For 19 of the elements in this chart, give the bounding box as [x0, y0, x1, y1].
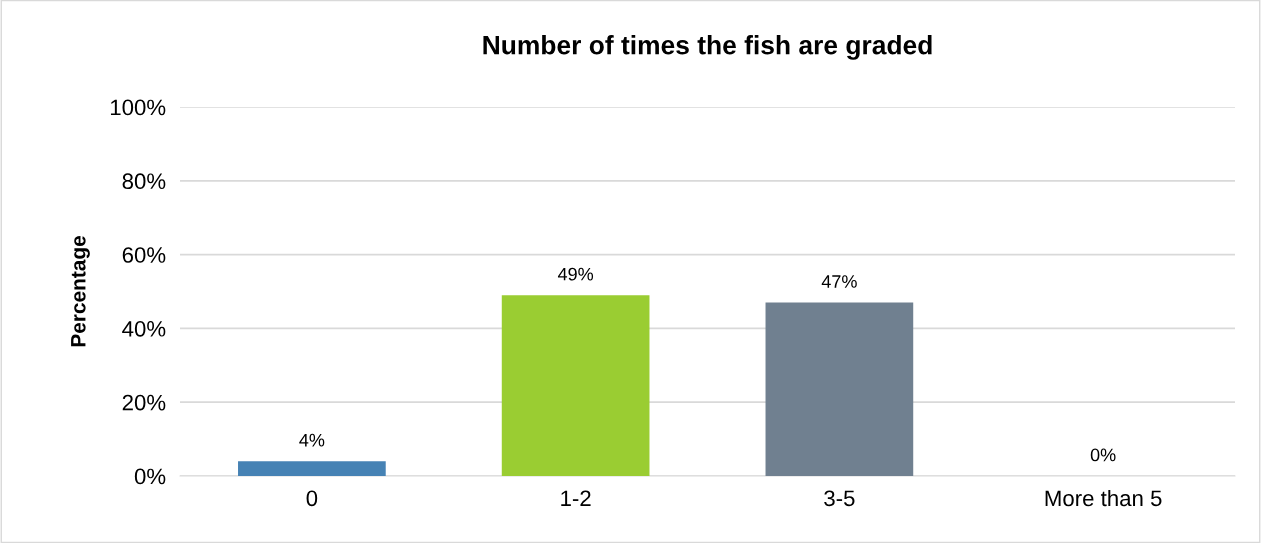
data-label: 49%	[557, 267, 594, 281]
y-tick-label: 0%	[134, 468, 166, 485]
y-tick-label: 20%	[122, 394, 166, 411]
bar	[238, 461, 386, 476]
bar	[765, 302, 914, 476]
bar	[501, 295, 650, 476]
x-tick-label: 0	[306, 490, 318, 507]
y-tick-label: 100%	[110, 99, 166, 116]
y-tick-label: 40%	[122, 320, 166, 337]
data-label: 4%	[299, 433, 325, 447]
y-tick-label: 60%	[122, 247, 166, 263]
data-label: 47%	[821, 275, 857, 288]
y-axis-title: Percentage	[71, 236, 90, 347]
chart-title: Number of times the fish are graded	[483, 35, 932, 60]
y-tick-label: 80%	[122, 173, 166, 190]
x-tick-label: More than 5	[1045, 489, 1162, 507]
x-tick-label: 1-2	[561, 490, 591, 506]
data-label: 0%	[1090, 448, 1116, 462]
x-tick-label: 3-5	[824, 490, 855, 507]
